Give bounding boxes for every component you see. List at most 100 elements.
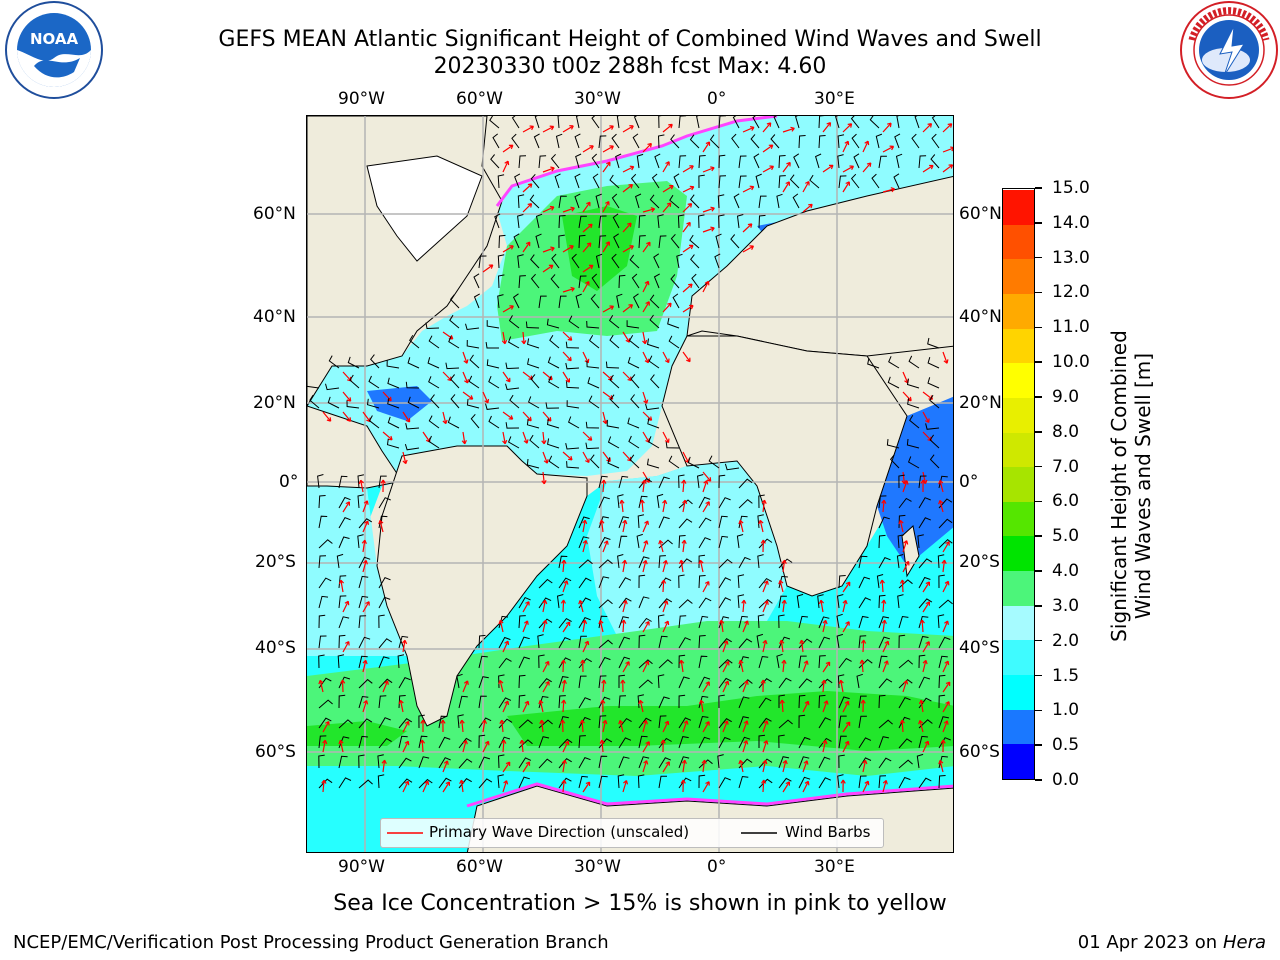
wind-barb [554, 173, 561, 189]
wave-direction-arrow [881, 599, 887, 613]
wind-barb [756, 633, 764, 649]
wave-direction-arrow [742, 126, 755, 133]
wind-barb [638, 574, 646, 589]
wave-direction-arrow [802, 180, 810, 193]
wind-barb [338, 694, 346, 709]
wind-barb [837, 674, 845, 689]
wind-barb [378, 576, 391, 589]
wind-barb [551, 253, 560, 269]
wind-barb [738, 736, 751, 749]
wind-barb [546, 318, 560, 329]
wind-barb [638, 659, 653, 669]
wind-barb [669, 194, 680, 209]
wind-barb [755, 173, 762, 189]
wind-barb [724, 463, 740, 471]
wind-barb [698, 715, 709, 729]
wind-barb [557, 116, 561, 129]
wave-direction-arrow [642, 331, 648, 345]
wind-barb [908, 355, 920, 369]
colorbar-tick-label: 7.0 [1052, 456, 1080, 477]
wind-barb [914, 116, 920, 129]
wind-barb [798, 714, 806, 729]
wind-barb [578, 775, 588, 789]
wave-direction-arrow [598, 619, 604, 633]
wind-barb [358, 779, 373, 789]
wind-barb [927, 337, 940, 349]
wind-barb [512, 293, 520, 309]
wind-barb [668, 335, 680, 349]
wave-direction-arrow [338, 739, 344, 753]
wind-barb [937, 554, 945, 569]
wave-direction-arrow [602, 540, 609, 553]
wind-barb [538, 295, 547, 309]
wind-barb [378, 497, 391, 509]
wind-barb [709, 134, 720, 149]
wave-direction-arrow [702, 280, 710, 293]
wind-barb [558, 676, 569, 689]
wind-barb [758, 599, 773, 609]
wind-barb [488, 376, 500, 389]
wind-barb [318, 495, 326, 509]
wind-barb [346, 400, 360, 409]
wind-barb [378, 695, 387, 709]
wind-barb [758, 758, 773, 769]
wind-barb [498, 615, 509, 629]
wind-barb [916, 753, 924, 769]
wind-barb [458, 737, 472, 749]
wind-barb [497, 294, 504, 309]
wind-barb [629, 454, 640, 469]
wind-barb [929, 394, 940, 409]
wind-barb [478, 676, 489, 689]
wind-barb [578, 675, 587, 689]
wind-barb [598, 599, 613, 609]
wave-direction-arrow [401, 639, 408, 653]
colorbar-tick-mark [1035, 639, 1042, 642]
wind-barb [578, 635, 587, 649]
wave-height-map[interactable] [306, 115, 954, 853]
wind-barb [678, 637, 691, 649]
wind-barb [618, 516, 630, 529]
wave-direction-arrow [621, 619, 627, 633]
wind-barb [588, 395, 600, 409]
wave-direction-arrow [678, 559, 685, 573]
wave-direction-arrow [561, 679, 567, 693]
colorbar-segment [1003, 293, 1034, 329]
wind-barb [838, 657, 852, 669]
wave-direction-arrow [882, 122, 892, 133]
wind-barb [418, 778, 433, 789]
wave-direction-arrow [562, 621, 571, 633]
wave-direction-arrow [602, 125, 614, 133]
lon-label-bottom: 30°E [814, 857, 855, 877]
wind-barb [378, 737, 392, 749]
wind-barb [592, 173, 600, 189]
wind-barb [818, 678, 833, 689]
footer-organization: NCEP/EMC/Verification Post Processing Pr… [13, 932, 609, 953]
wind-barb [469, 354, 480, 369]
wind-barb [927, 377, 940, 389]
wind-barb [517, 194, 525, 209]
wave-direction-arrow [898, 519, 904, 533]
wave-direction-arrow [501, 331, 508, 345]
lon-label-bottom: 0° [707, 857, 727, 877]
wind-barb [757, 554, 764, 569]
wind-barb [485, 342, 499, 349]
wave-direction-arrow [522, 183, 533, 193]
wind-barb [518, 694, 526, 709]
wave-direction-arrow [601, 479, 607, 493]
wave-direction-arrow [862, 140, 870, 153]
wind-barb [718, 515, 728, 529]
wind-barb [398, 778, 413, 789]
wave-direction-arrow [342, 501, 350, 513]
wind-barb [587, 377, 600, 389]
wave-direction-arrow [398, 699, 404, 713]
wind-barb [497, 274, 505, 289]
wave-direction-arrow [380, 479, 386, 493]
wave-direction-arrow [560, 659, 567, 673]
wind-barb [893, 173, 900, 189]
colorbar-segment [1003, 362, 1034, 398]
wave-direction-arrow [522, 125, 535, 133]
wind-barb [318, 515, 328, 529]
wind-barb [858, 757, 872, 769]
wave-direction-arrow [738, 759, 744, 773]
wave-direction-arrow [822, 661, 831, 673]
